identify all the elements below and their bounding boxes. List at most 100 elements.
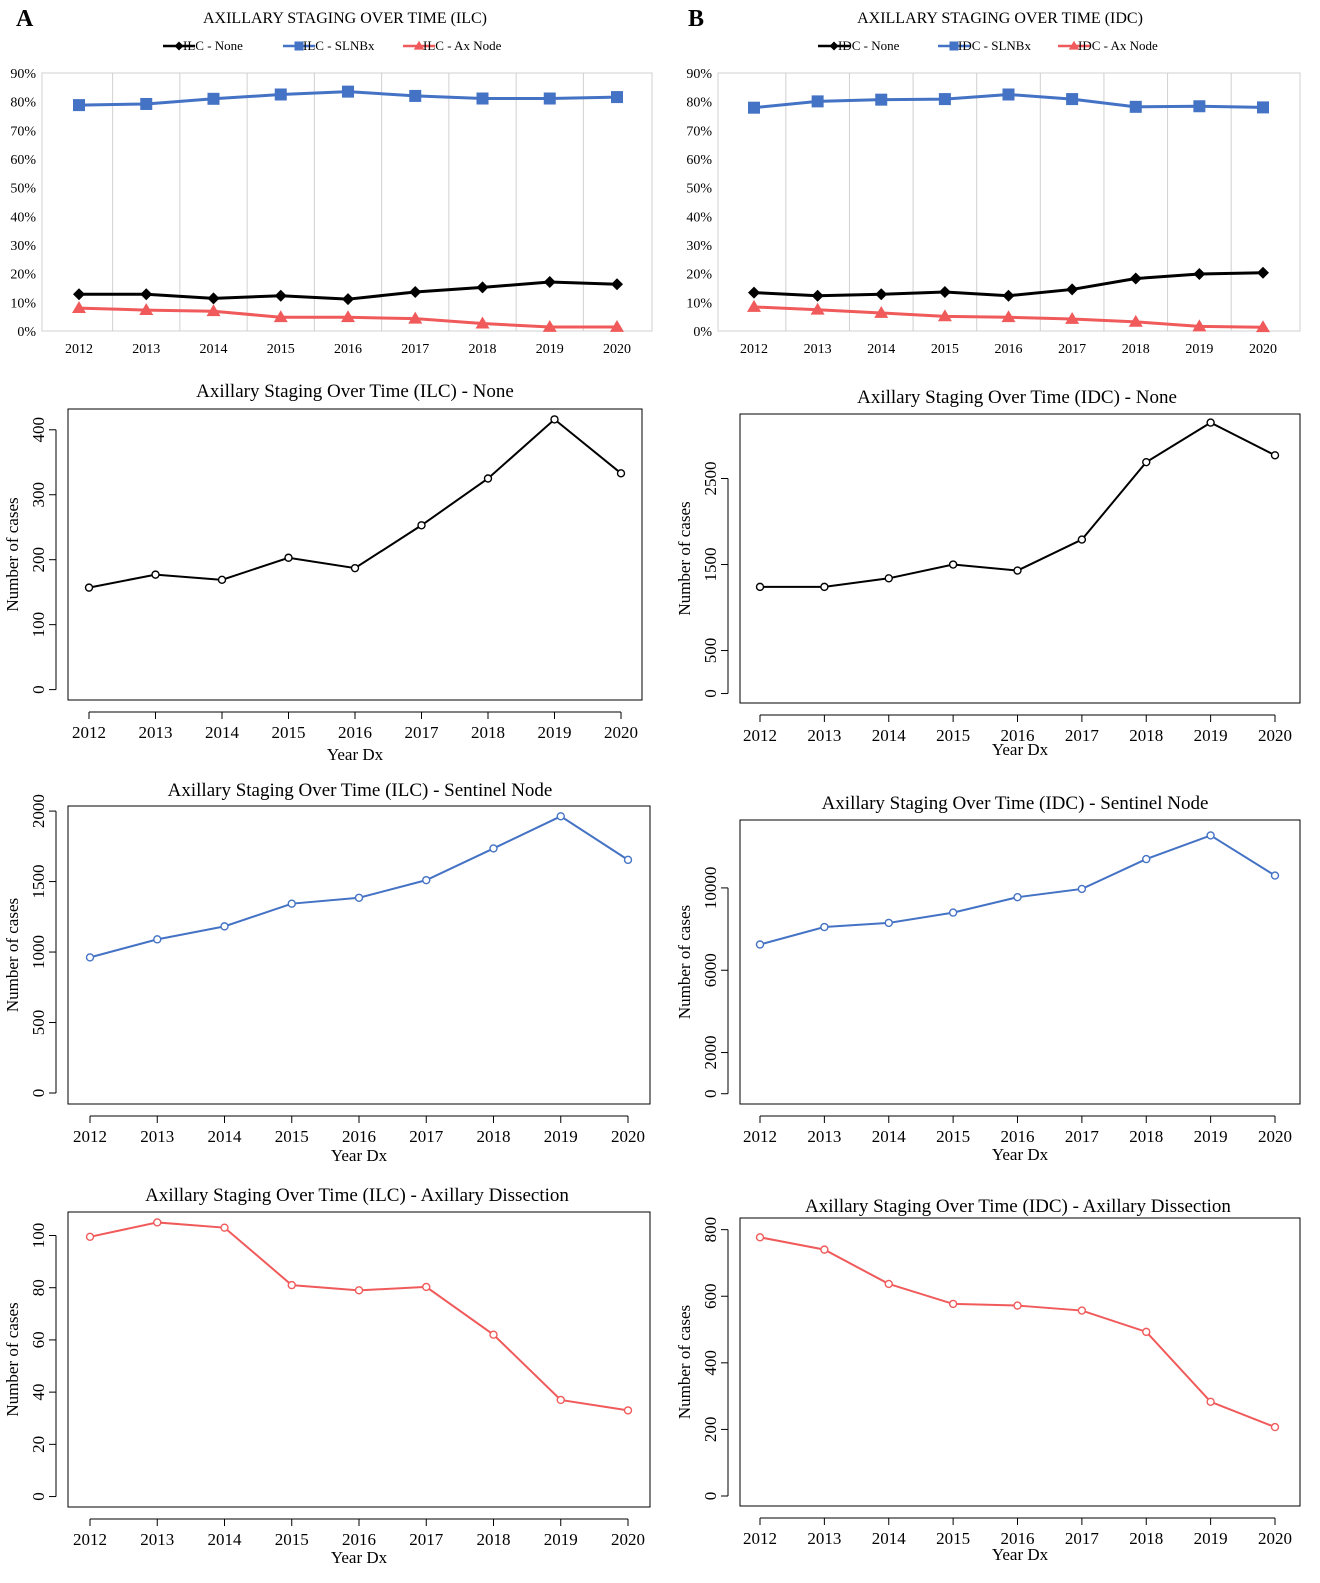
data-point bbox=[476, 92, 489, 105]
data-point bbox=[748, 286, 760, 299]
x-tick-label: 2019 bbox=[1194, 1529, 1228, 1548]
y-tick-label: 200 bbox=[29, 547, 48, 573]
y-tick-label: 30% bbox=[686, 239, 712, 254]
chart-title: Axillary Staging Over Time (ILC) - Axill… bbox=[145, 1185, 569, 1206]
data-point bbox=[1129, 100, 1142, 113]
series-line bbox=[88, 418, 622, 589]
plot-area bbox=[739, 819, 1301, 1105]
y-tick-label: 10% bbox=[686, 296, 712, 311]
y-tick-label: 90% bbox=[10, 67, 36, 82]
x-tick-label: 2017 bbox=[409, 1530, 444, 1549]
data-point bbox=[938, 93, 951, 106]
x-tick-label: 2020 bbox=[1249, 342, 1277, 357]
y-tick-label: 50% bbox=[686, 182, 712, 197]
y-tick-label: 200 bbox=[701, 1417, 720, 1443]
data-point bbox=[747, 299, 761, 312]
y-axis-label: Number of cases bbox=[675, 1305, 694, 1419]
data-point bbox=[875, 288, 888, 301]
x-tick-label: 2016 bbox=[995, 342, 1023, 357]
data-point bbox=[1002, 88, 1015, 101]
x-tick-label: 2016 bbox=[1001, 1127, 1035, 1146]
data-point bbox=[1270, 451, 1280, 460]
data-point bbox=[85, 953, 95, 962]
data-point bbox=[610, 319, 624, 332]
x-tick-label: 2018 bbox=[469, 342, 497, 357]
x-tick-label: 2019 bbox=[1194, 1127, 1228, 1146]
y-tick-label: 40% bbox=[686, 210, 712, 225]
data-point bbox=[556, 812, 565, 821]
legend-label: IDC - None bbox=[838, 38, 900, 53]
series-line bbox=[759, 834, 1276, 946]
panel-label-b: B bbox=[688, 6, 704, 32]
y-tick-label: 20% bbox=[686, 268, 712, 283]
chart-title: AXILLARY STAGING OVER TIME (IDC) bbox=[857, 10, 1143, 27]
x-tick-label: 2013 bbox=[807, 1529, 841, 1548]
x-tick-label: 2017 bbox=[409, 1127, 444, 1146]
data-point bbox=[72, 301, 86, 313]
y-axis-label: Number of cases bbox=[675, 501, 694, 615]
x-tick-label: 2018 bbox=[477, 1127, 511, 1146]
y-axis-label: Number of cases bbox=[3, 1302, 22, 1416]
y-tick-label: 2000 bbox=[701, 1036, 720, 1070]
plot-area bbox=[739, 413, 1301, 704]
data-point bbox=[938, 286, 951, 299]
chart-ilc-sentinel-node: Axillary Staging Over Time (ILC) - Senti… bbox=[3, 780, 651, 1165]
data-point bbox=[543, 275, 556, 288]
data-point bbox=[1270, 1422, 1280, 1432]
data-point bbox=[73, 288, 85, 301]
x-tick-label: 2012 bbox=[743, 726, 777, 745]
plot-area bbox=[67, 1211, 651, 1508]
y-tick-label: 1500 bbox=[29, 865, 48, 899]
x-tick-label: 2013 bbox=[804, 342, 832, 357]
data-point bbox=[616, 469, 626, 478]
y-tick-label: 80% bbox=[10, 96, 36, 111]
series-line bbox=[89, 815, 629, 959]
data-point bbox=[73, 99, 85, 112]
x-tick-label: 2015 bbox=[936, 726, 970, 745]
data-point bbox=[884, 918, 893, 928]
plot-area bbox=[67, 805, 651, 1105]
data-point bbox=[274, 289, 287, 302]
x-tick-label: 2018 bbox=[1122, 342, 1150, 357]
data-point bbox=[475, 316, 490, 329]
data-point bbox=[1077, 1306, 1087, 1315]
data-point bbox=[85, 1232, 95, 1242]
y-tick-label: 60% bbox=[686, 153, 712, 168]
data-point bbox=[1206, 418, 1215, 427]
x-tick-label: 2019 bbox=[544, 1530, 578, 1549]
x-tick-label: 2018 bbox=[1129, 1529, 1163, 1548]
plot-area bbox=[717, 72, 1301, 332]
x-tick-label: 2012 bbox=[740, 342, 768, 357]
x-tick-label: 2019 bbox=[544, 1127, 578, 1146]
chart-title: Axillary Staging Over Time (ILC) - None bbox=[196, 381, 514, 402]
x-tick-label: 2020 bbox=[1258, 1529, 1292, 1548]
y-tick-label: 60% bbox=[10, 153, 36, 168]
chart-ilc-axillary-dissection: Axillary Staging Over Time (ILC) - Axill… bbox=[3, 1185, 651, 1567]
data-point bbox=[1257, 101, 1269, 114]
x-tick-label: 2015 bbox=[936, 1127, 970, 1146]
data-point bbox=[1270, 871, 1280, 880]
x-tick-label: 2014 bbox=[200, 342, 228, 357]
x-tick-label: 2014 bbox=[867, 342, 895, 357]
data-point bbox=[206, 304, 221, 317]
legend-marker bbox=[174, 41, 184, 51]
data-point bbox=[342, 293, 354, 306]
y-tick-label: 0 bbox=[701, 689, 720, 698]
x-tick-label: 2018 bbox=[1129, 1127, 1163, 1146]
data-point bbox=[354, 893, 364, 902]
x-tick-label: 2013 bbox=[140, 1530, 174, 1549]
y-tick-label: 50% bbox=[10, 182, 36, 197]
chart-title: AXILLARY STAGING OVER TIME (ILC) bbox=[203, 10, 487, 27]
data-point bbox=[556, 1395, 565, 1405]
y-axis-label: Number of cases bbox=[3, 497, 22, 611]
x-tick-label: 2012 bbox=[73, 1530, 107, 1549]
data-point bbox=[550, 415, 559, 424]
legend-label: ILC - SLNBx bbox=[303, 38, 375, 53]
y-tick-label: 10000 bbox=[701, 867, 720, 910]
y-tick-label: 100 bbox=[29, 1223, 48, 1249]
data-point bbox=[408, 311, 423, 324]
x-tick-label: 2016 bbox=[1001, 726, 1035, 745]
x-tick-label: 2016 bbox=[334, 342, 362, 357]
x-tick-label: 2020 bbox=[1258, 726, 1292, 745]
data-point bbox=[1206, 1397, 1215, 1406]
